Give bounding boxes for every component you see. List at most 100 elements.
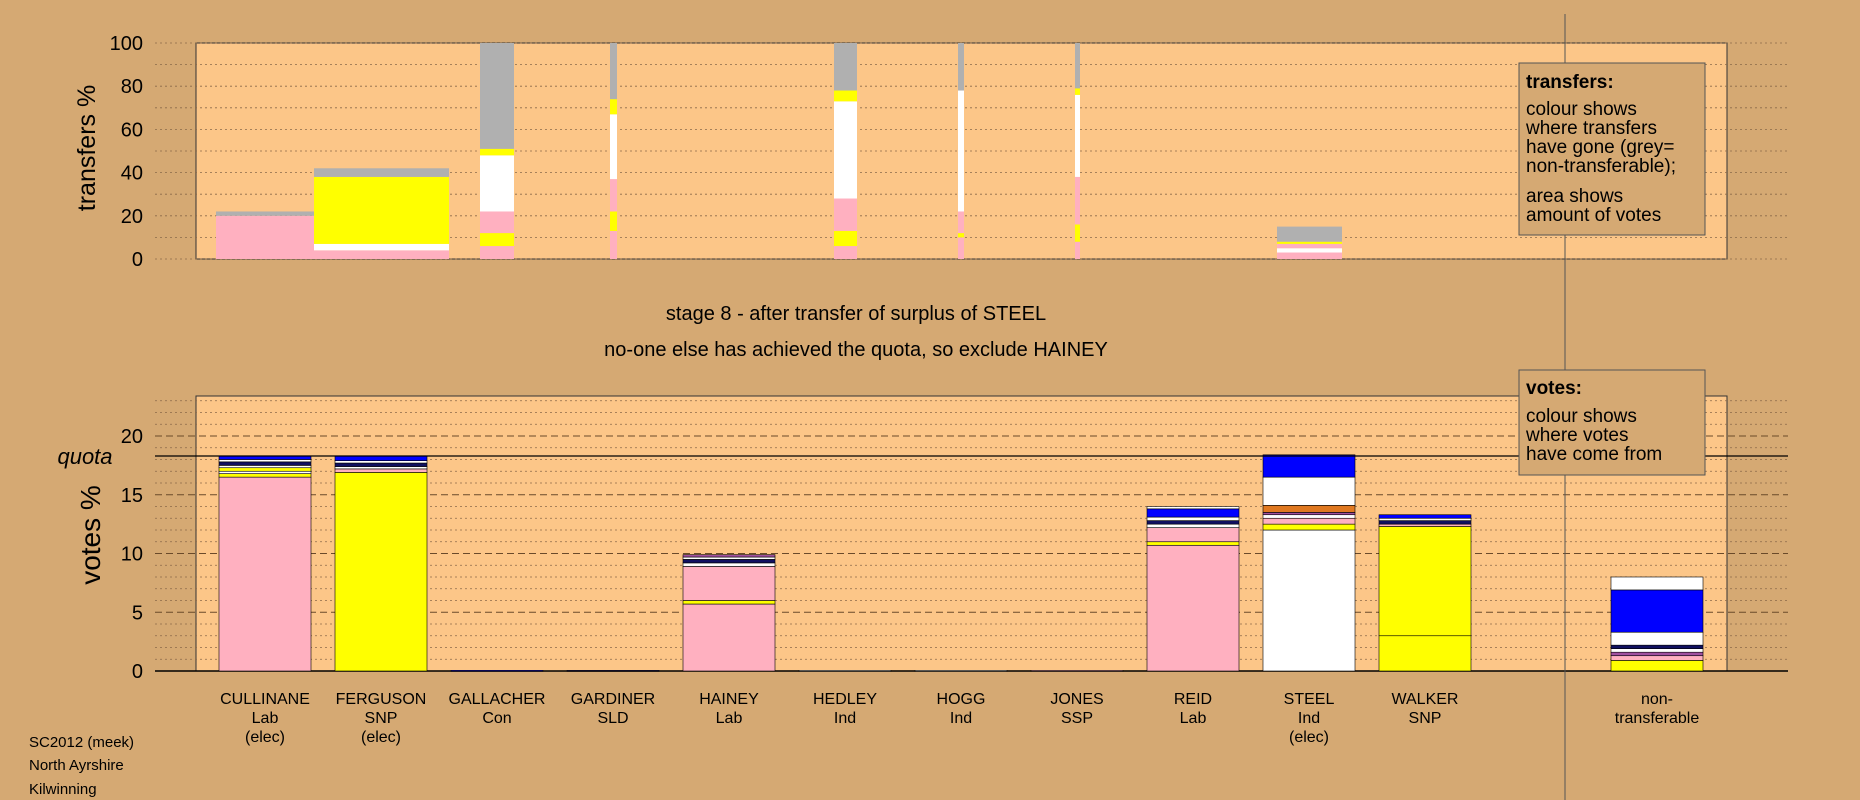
- transfer-segment: [610, 99, 617, 115]
- vote-segment: [1378, 526, 1472, 637]
- transfers-y-tick-label: 60: [121, 119, 143, 141]
- vote-segment: [1610, 648, 1704, 653]
- nontransferable-label-line: transferable: [1615, 710, 1700, 727]
- candidate-label-line: GALLACHER: [449, 691, 546, 708]
- transfer-segment: [480, 155, 514, 212]
- transfer-bar-gardiner: [610, 43, 617, 259]
- transfer-segment: [1075, 224, 1080, 242]
- vote-segment: [1262, 523, 1356, 531]
- vote-segment: [1262, 454, 1356, 478]
- transfer-bar-steel: [1277, 226, 1342, 259]
- candidate-label-line: HEDLEY: [813, 691, 877, 708]
- votes-y-tick-label: 15: [121, 485, 143, 507]
- transfer-segment: [610, 230, 617, 259]
- votes-legend-line: where votes: [1525, 425, 1628, 446]
- candidate-label-line: Lab: [1180, 710, 1207, 727]
- vote-segment: [334, 468, 428, 473]
- transfer-segment: [610, 211, 617, 231]
- candidate-label-line: Ind: [950, 710, 972, 727]
- transfer-segment: [834, 198, 857, 231]
- transfers-legend-line: have gone (grey=: [1526, 137, 1674, 158]
- vote-segment: [1262, 505, 1356, 513]
- vote-segment: [1146, 527, 1240, 543]
- transfer-segment: [1075, 94, 1080, 177]
- vote-bar-hogg: [914, 670, 1008, 672]
- transfer-segment: [1277, 252, 1342, 259]
- candidate-label-line: Lab: [252, 710, 279, 727]
- candidate-label-line: GARDINER: [571, 691, 655, 708]
- vote-segment: [682, 603, 776, 672]
- vote-segment: [450, 670, 544, 672]
- footer-ward: Kilwinning: [29, 781, 97, 798]
- votes-legend-line: have come from: [1526, 444, 1662, 465]
- transfer-segment: [834, 43, 857, 91]
- vote-segment: [1146, 544, 1240, 672]
- vote-bar-ferguson: [334, 455, 428, 672]
- transfer-segment: [834, 101, 857, 199]
- transfers-y-tick-label: 40: [121, 163, 143, 185]
- transfers-y-tick-label: 100: [110, 33, 143, 55]
- candidate-label-line: (elec): [1289, 729, 1329, 746]
- candidate-label-line: SLD: [597, 710, 628, 727]
- transfers-legend-line: area shows: [1526, 186, 1623, 207]
- votes-gridlines: [155, 400, 1788, 672]
- vote-segment: [566, 670, 660, 672]
- transfers-y-tick-label: 0: [132, 249, 143, 271]
- transfer-segment: [480, 211, 514, 234]
- vote-segment: [1146, 508, 1240, 518]
- transfers-y-tick-label: 20: [121, 206, 143, 228]
- footer-council: North Ayrshire: [29, 757, 124, 774]
- vote-segment: [1030, 670, 1124, 672]
- vote-segment: [218, 465, 312, 469]
- votes-y-tick-label: 20: [121, 426, 143, 448]
- transfer-segment: [958, 43, 964, 91]
- candidate-label-line: CULLINANE: [220, 691, 310, 708]
- vote-segment: [1378, 635, 1472, 672]
- transfer-bar-hedley: [834, 43, 857, 259]
- vote-segment: [218, 476, 312, 672]
- transfer-segment: [216, 211, 314, 216]
- votes-y-ticks: 0 5 10 15 20: [121, 426, 143, 683]
- vote-bar-hedley: [798, 670, 892, 672]
- vote-bar-hainey: [682, 554, 776, 672]
- vote-segment: [1610, 631, 1704, 646]
- transfers-bars: [216, 43, 1342, 259]
- transfer-segment: [314, 250, 449, 259]
- transfer-segment: [480, 43, 514, 149]
- votes-y-tick-label: 10: [121, 544, 143, 566]
- votes-panel: 0 5 10 15 20 CULLINANE Lab (elec) FERGUSON SNP (e…: [57, 395, 1788, 746]
- transfers-legend-title: transfers:: [1526, 72, 1614, 93]
- votes-bars: [218, 454, 1704, 672]
- candidate-label-line: SNP: [1409, 710, 1442, 727]
- transfer-segment: [1277, 241, 1342, 244]
- vote-segment: [334, 460, 428, 464]
- vote-segment: [218, 473, 312, 478]
- transfer-segment: [610, 114, 617, 180]
- candidate-label-line: Ind: [1298, 710, 1320, 727]
- transfers-gridlines: [155, 42, 1788, 260]
- votes-y-tick-label: 5: [132, 602, 143, 624]
- stage-title: stage 8 - after transfer of surplus of S…: [666, 303, 1046, 325]
- vote-bar-reid: [1146, 506, 1240, 672]
- transfer-bar-hogg: [958, 43, 964, 259]
- transfers-legend-line: amount of votes: [1526, 205, 1661, 226]
- transfers-legend-line: colour shows: [1526, 99, 1637, 120]
- transfer-segment: [480, 148, 514, 156]
- transfer-segment: [1075, 176, 1080, 225]
- transfers-legend-line: non-transferable);: [1526, 156, 1676, 177]
- vote-segment: [1146, 541, 1240, 546]
- vote-segment: [218, 459, 312, 463]
- transfer-segment: [834, 90, 857, 102]
- transfer-segment: [958, 90, 964, 212]
- transfer-segment: [314, 168, 449, 177]
- vote-segment: [1610, 655, 1704, 661]
- transfer-segment: [314, 243, 449, 251]
- vote-segment: [682, 562, 776, 567]
- candidate-label-line: Con: [482, 710, 511, 727]
- transfers-y-axis-label: transfers %: [73, 85, 101, 211]
- votes-legend-box: [1518, 369, 1706, 476]
- nontransferable-label-line: non-: [1641, 691, 1673, 708]
- transfer-segment: [480, 233, 514, 247]
- vote-segment: [1146, 520, 1240, 525]
